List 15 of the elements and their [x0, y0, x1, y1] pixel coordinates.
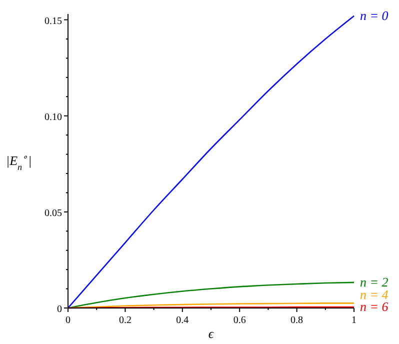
y-tick-label: 0.05: [44, 208, 62, 219]
series-label: n = 0: [360, 8, 389, 23]
x-tick-label: 0.2: [118, 315, 132, 326]
x-axis-title: ϵ: [208, 326, 214, 341]
x-tick-label: 0.4: [176, 315, 189, 326]
x-tick-label: 1: [352, 315, 356, 326]
y-axis-title: |E$_{n}$$^{∘}$|: [6, 152, 32, 172]
x-tick-label: 0.8: [290, 315, 304, 326]
x-tick-label: 0.6: [233, 315, 246, 326]
line-series: [67, 15, 355, 309]
series-label: n = 2: [360, 274, 389, 290]
x-tick-label: 0: [66, 315, 70, 326]
y-tick-label: 0.15: [44, 16, 62, 27]
y-tick-label: 0: [57, 304, 62, 315]
y-tick-label: 0.10: [44, 112, 62, 123]
